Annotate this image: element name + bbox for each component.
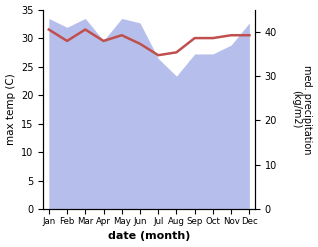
X-axis label: date (month): date (month) xyxy=(108,231,190,242)
Y-axis label: med. precipitation
(kg/m2): med. precipitation (kg/m2) xyxy=(291,65,313,154)
Y-axis label: max temp (C): max temp (C) xyxy=(5,74,16,145)
